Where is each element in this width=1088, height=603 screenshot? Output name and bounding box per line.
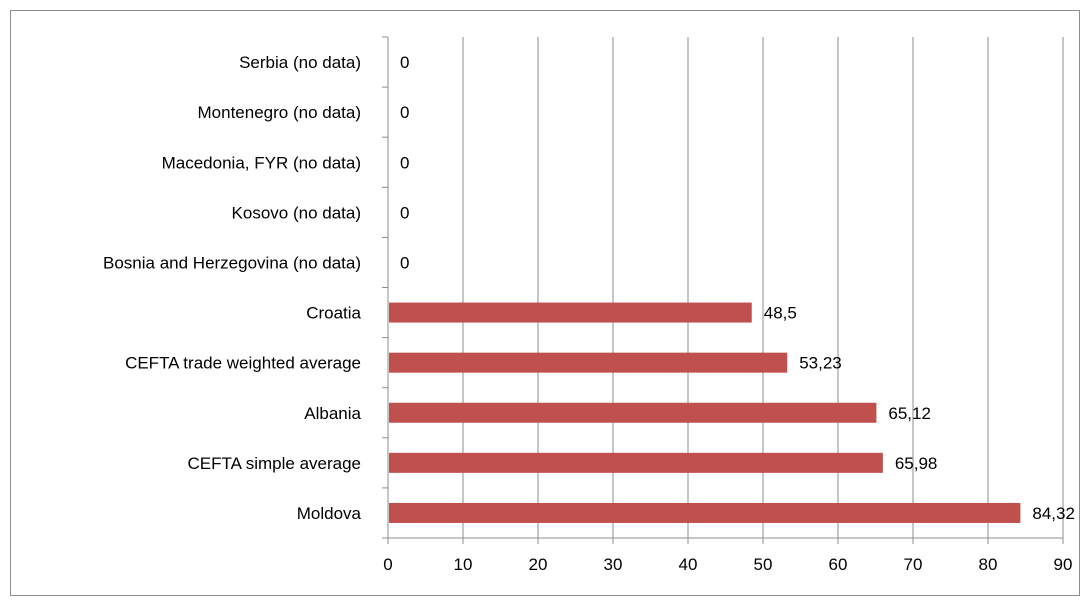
category-label: CEFTA trade weighted average (125, 354, 361, 373)
x-tick-label: 50 (754, 555, 773, 574)
x-tick-label: 30 (604, 555, 623, 574)
data-label: 48,5 (764, 304, 797, 323)
x-tick-label: 70 (904, 555, 923, 574)
category-label: CEFTA simple average (187, 454, 361, 473)
data-label: 0 (400, 253, 409, 272)
category-label: Albania (304, 404, 361, 423)
category-label: Kosovo (no data) (232, 203, 361, 222)
x-tick-label: 10 (454, 555, 473, 574)
category-label: Serbia (no data) (239, 53, 361, 72)
data-label: 0 (400, 53, 409, 72)
category-label: Croatia (306, 304, 361, 323)
labels: 0 10 20 30 40 50 60 70 80 90 Serbia (no data) 0 Mont… (103, 53, 1075, 574)
axes (382, 36, 1064, 544)
data-label: 53,23 (799, 354, 842, 373)
bar (389, 302, 752, 323)
data-label: 0 (400, 203, 409, 222)
category-label: Macedonia, FYR (no data) (162, 153, 361, 172)
category-label: Moldova (297, 504, 362, 523)
x-tick-label: 60 (829, 555, 848, 574)
data-label: 65,12 (888, 404, 931, 423)
bars (389, 302, 1021, 523)
data-label: 0 (400, 103, 409, 122)
bar (389, 452, 883, 473)
bar (389, 352, 788, 373)
category-label: Bosnia and Herzegovina (no data) (103, 253, 361, 272)
x-tick-label: 0 (383, 555, 392, 574)
data-label: 0 (400, 153, 409, 172)
x-tick-label: 90 (1054, 555, 1073, 574)
data-label: 65,98 (895, 454, 938, 473)
category-label: Montenegro (no data) (198, 103, 362, 122)
x-tick-label: 20 (529, 555, 548, 574)
x-tick-label: 80 (979, 555, 998, 574)
data-label: 84,32 (1032, 504, 1075, 523)
bar (389, 402, 877, 423)
bar (389, 502, 1021, 523)
x-tick-label: 40 (679, 555, 698, 574)
